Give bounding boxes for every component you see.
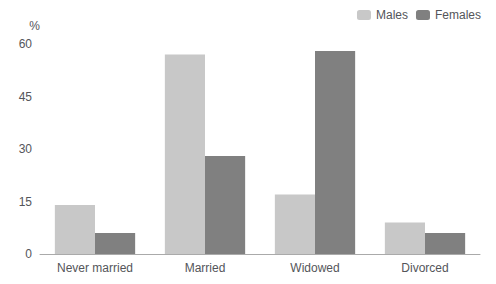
svg-text:15: 15 [19,195,33,209]
svg-text:%: % [29,19,40,33]
svg-text:45: 45 [19,90,33,104]
svg-text:0: 0 [25,247,32,261]
svg-text:Never married: Never married [57,261,133,275]
svg-text:30: 30 [19,142,33,156]
svg-text:Married: Married [185,261,226,275]
svg-text:Males: Males [376,8,408,22]
svg-text:Females: Females [435,8,481,22]
svg-text:Divorced: Divorced [401,261,448,275]
svg-text:60: 60 [19,37,33,51]
svg-text:Widowed: Widowed [290,261,339,275]
